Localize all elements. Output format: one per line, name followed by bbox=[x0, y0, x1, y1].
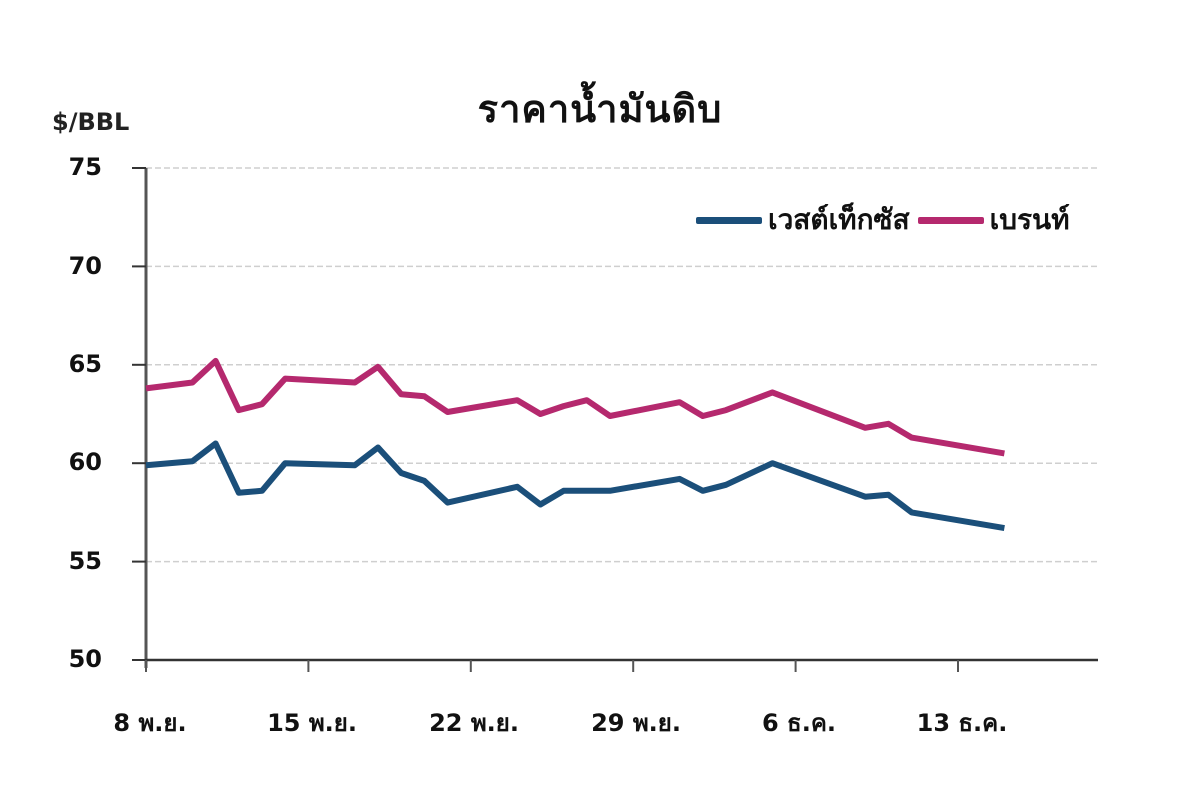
chart-title: ราคาน้ำมันดิบ bbox=[477, 87, 723, 131]
y-axis-unit-label: $/BBL bbox=[52, 108, 130, 136]
legend-label-wti: เวสต์เท็กซัส bbox=[768, 203, 910, 236]
y-tick-75: 75 bbox=[68, 153, 102, 181]
y-tick-50: 50 bbox=[68, 645, 102, 673]
legend-label-brent: เบรนท์ bbox=[989, 203, 1070, 236]
legend-swatch-wti bbox=[696, 216, 762, 224]
x-tick-8-nov: 8 พ.ย. bbox=[113, 709, 187, 737]
legend: เวสต์เท็กซัส เบรนท์ bbox=[696, 200, 1078, 240]
x-tick-13-dec: 13 ธ.ค. bbox=[916, 709, 1008, 737]
y-tick-70: 70 bbox=[68, 252, 102, 280]
wti-line bbox=[145, 440, 1005, 532]
legend-swatch-brent bbox=[917, 216, 984, 224]
x-tick-6-dec: 6 ธ.ค. bbox=[762, 709, 836, 737]
x-tick-29-nov: 29 พ.ย. bbox=[591, 709, 681, 737]
x-tick-22-nov: 22 พ.ย. bbox=[429, 709, 519, 737]
brent-line bbox=[145, 357, 1005, 457]
series-lines bbox=[145, 357, 1005, 532]
y-tick-60: 60 bbox=[68, 448, 102, 476]
y-tick-65: 65 bbox=[68, 350, 102, 378]
legend-item-wti: เวสต์เท็กซัส bbox=[696, 198, 910, 242]
x-tick-15-nov: 15 พ.ย. bbox=[267, 709, 357, 737]
y-tick-55: 55 bbox=[68, 547, 102, 575]
axes bbox=[132, 167, 1098, 672]
legend-item-brent: เบรนท์ bbox=[917, 198, 1070, 242]
